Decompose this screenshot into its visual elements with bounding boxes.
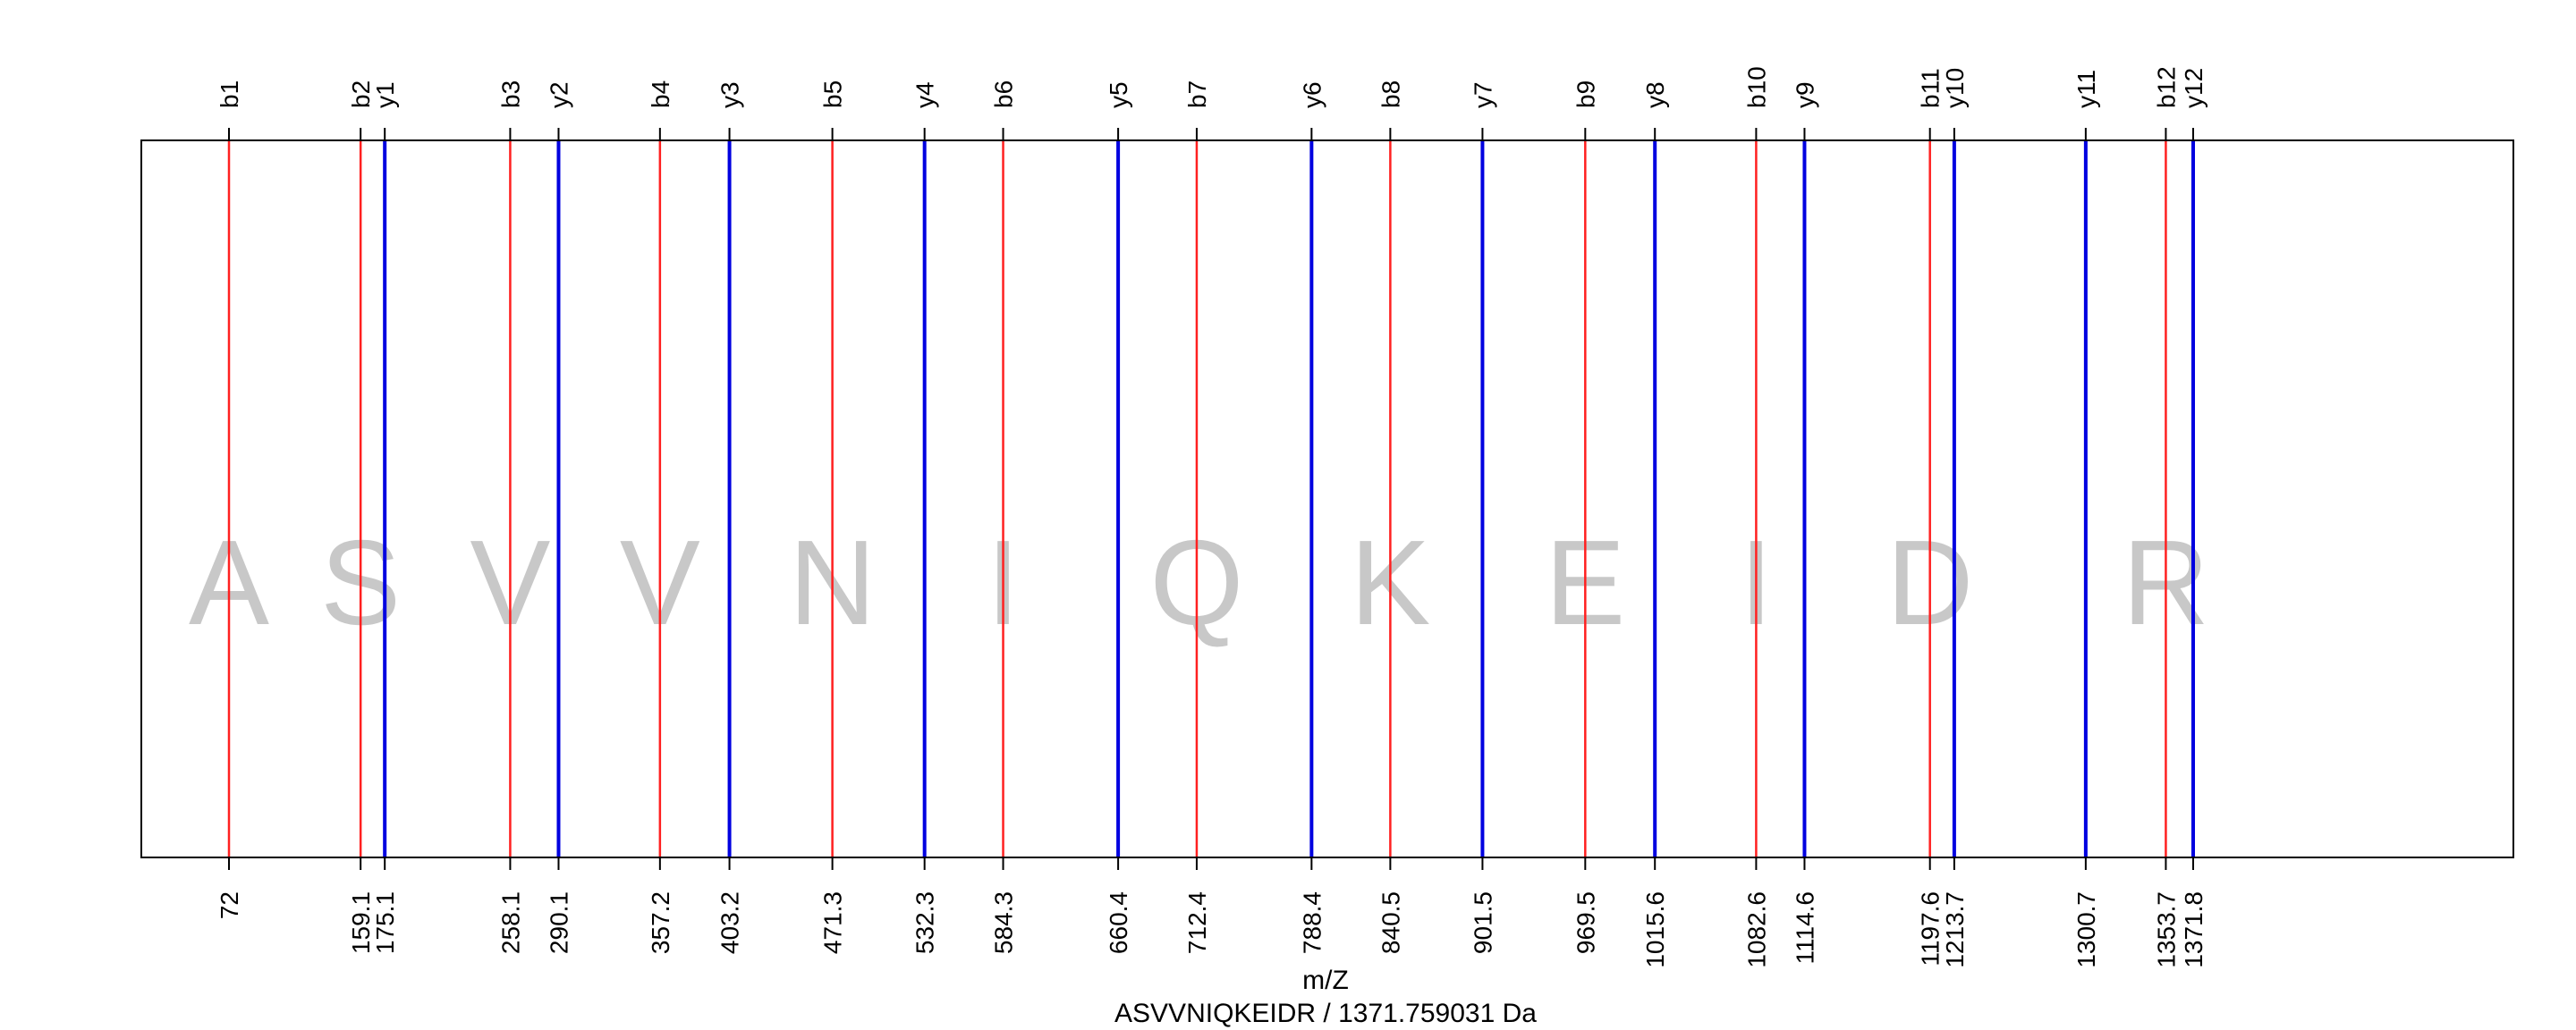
mz-label-y3: 403.2 bbox=[716, 891, 744, 954]
ion-label-b5: b5 bbox=[819, 80, 847, 108]
mz-label-b6: 584.3 bbox=[990, 891, 1018, 954]
ion-label-y8: y8 bbox=[1641, 81, 1669, 108]
mz-label-b4: 357.2 bbox=[647, 891, 674, 954]
ion-label-y3: y3 bbox=[716, 81, 744, 108]
mz-label-b9: 969.5 bbox=[1572, 891, 1599, 954]
mz-label-y11: 1300.7 bbox=[2072, 891, 2100, 968]
ion-label-y5: y5 bbox=[1105, 81, 1132, 108]
mz-label-b2: 159.1 bbox=[347, 891, 375, 954]
ion-label-y12: y12 bbox=[2180, 68, 2207, 108]
mz-label-b10: 1082.6 bbox=[1742, 891, 1770, 968]
ion-label-y9: y9 bbox=[1791, 81, 1818, 108]
ion-label-b12: b12 bbox=[2152, 66, 2180, 108]
mz-label-y9: 1114.6 bbox=[1791, 891, 1818, 964]
mz-label-b5: 471.3 bbox=[819, 891, 847, 954]
ion-label-y7: y7 bbox=[1469, 81, 1496, 108]
ion-label-b4: b4 bbox=[647, 80, 674, 108]
mz-label-y2: 290.1 bbox=[545, 891, 572, 954]
ion-label-y10: y10 bbox=[1941, 68, 1969, 108]
mz-label-y8: 1015.6 bbox=[1641, 891, 1669, 968]
mz-label-y10: 1213.7 bbox=[1941, 891, 1969, 968]
ion-label-y6: y6 bbox=[1298, 81, 1326, 108]
ion-label-y1: y1 bbox=[371, 81, 399, 108]
ion-label-b9: b9 bbox=[1572, 80, 1599, 108]
mz-label-y4: 532.3 bbox=[911, 891, 939, 954]
mz-label-b8: 840.5 bbox=[1377, 891, 1404, 954]
mz-label-b1: 72 bbox=[216, 891, 243, 919]
mz-label-y5: 660.4 bbox=[1105, 891, 1132, 954]
mz-label-b11: 1197.6 bbox=[1917, 891, 1945, 967]
ion-label-b1: b1 bbox=[216, 80, 243, 108]
ion-label-b11: b11 bbox=[1917, 68, 1945, 108]
ion-label-b8: b8 bbox=[1377, 80, 1404, 108]
ion-label-y11: y11 bbox=[2072, 70, 2100, 108]
ion-label-y2: y2 bbox=[545, 81, 572, 108]
plot-frame bbox=[140, 139, 2514, 858]
chart-subtitle: ASVVNIQKEIDR / 1371.759031 Da bbox=[1114, 999, 1537, 1028]
ion-label-b6: b6 bbox=[990, 80, 1018, 108]
mz-label-y7: 901.5 bbox=[1469, 891, 1496, 954]
ion-label-b2: b2 bbox=[347, 80, 375, 108]
ion-label-b3: b3 bbox=[496, 80, 524, 108]
mz-label-y1: 175.1 bbox=[371, 891, 399, 954]
mz-label-b12: 1353.7 bbox=[2152, 891, 2180, 968]
mz-label-b3: 258.1 bbox=[496, 891, 524, 954]
ion-label-y4: y4 bbox=[911, 81, 939, 108]
ion-label-b7: b7 bbox=[1183, 80, 1211, 108]
x-axis-title: m/Z bbox=[1302, 966, 1349, 995]
ion-peaks bbox=[227, 140, 2195, 857]
mz-label-y6: 788.4 bbox=[1298, 891, 1326, 954]
mz-label-b7: 712.4 bbox=[1183, 891, 1211, 954]
mz-label-y12: 1371.8 bbox=[2180, 891, 2207, 968]
ion-label-b10: b10 bbox=[1742, 66, 1770, 108]
